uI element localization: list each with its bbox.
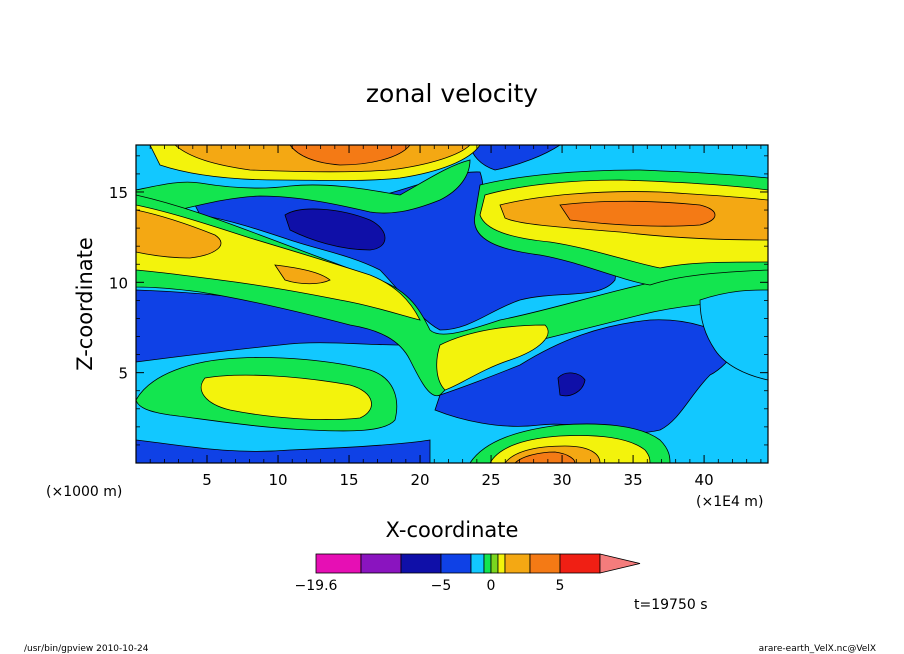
x-tick-label: 40 (695, 471, 714, 489)
colorbar-segment (360, 553, 402, 574)
contour-blue-bottom-strip (136, 439, 431, 463)
plot-frame (135, 144, 769, 464)
x-tick-label: 25 (482, 471, 501, 489)
colorbar: −19.6 −5 0 5 (295, 553, 641, 594)
colorbar-segment (559, 553, 601, 574)
contour-orange-left-jet-2 (274, 264, 331, 285)
time-label: t=19750 s (634, 597, 708, 613)
contour-orange-left-jet (136, 209, 222, 259)
x-tick-label: 35 (624, 471, 643, 489)
contour-darkorange-top-left (289, 145, 411, 166)
footer-right: arare-earth_VelX.nc@VelX (759, 644, 876, 654)
y-tick-label: 10 (109, 274, 128, 292)
contour-darkorange-bottom (514, 451, 576, 463)
colorbar-segment (497, 553, 506, 574)
colorbar-segment (504, 553, 531, 574)
y-axis-unit: (×1000 m) (46, 484, 122, 500)
colorbar-tick-label: −19.6 (295, 578, 338, 594)
footer-left: /usr/bin/gpview 2010-10-24 (24, 644, 149, 654)
colorbar-segment (440, 553, 472, 574)
colorbar-segment (490, 553, 499, 574)
contour-darkorange-right (559, 200, 716, 227)
x-tick-label: 15 (339, 471, 358, 489)
colorbar-segment (315, 553, 362, 574)
y-tick-label: 5 (118, 365, 128, 383)
colorbar-segment (529, 553, 561, 574)
colorbar-segment (483, 553, 492, 574)
x-axis-title: X-coordinate (386, 518, 519, 542)
y-axis: 5 10 15 (109, 155, 768, 446)
colorbar-tick-label: −5 (431, 578, 452, 594)
colorbar-segment (470, 553, 485, 574)
x-tick-label: 5 (202, 471, 212, 489)
contour-green-upper-left (136, 159, 471, 214)
x-axis: 5 10 15 20 25 30 35 40 (149, 145, 762, 489)
contour-cyan-right-edge (699, 289, 768, 381)
chart-title: zonal velocity (366, 79, 538, 108)
x-tick-label: 10 (268, 471, 287, 489)
contour-yellow-lower-left (200, 374, 372, 420)
contour-blue-right-low (434, 319, 741, 434)
contour-yellow-mid (436, 324, 549, 391)
colorbar-tick-label: 0 (487, 578, 496, 594)
colorbar-segment (400, 553, 442, 574)
y-tick-label: 15 (109, 184, 128, 202)
colorbar-tick-label: 5 (556, 578, 565, 594)
plot-area: 5 10 15 20 25 30 35 40 5 10 15 (109, 144, 769, 489)
x-tick-label: 20 (410, 471, 429, 489)
colorbar-extend-arrow (599, 553, 641, 574)
x-axis-unit: (×1E4 m) (696, 494, 763, 510)
x-tick-label: 30 (553, 471, 572, 489)
contour-darkblue-central (284, 208, 386, 251)
contour-blue-top-right (469, 145, 561, 171)
y-axis-title: Z-coordinate (73, 237, 97, 371)
contour-darkblue-small (557, 372, 586, 397)
contour-field (136, 145, 768, 463)
